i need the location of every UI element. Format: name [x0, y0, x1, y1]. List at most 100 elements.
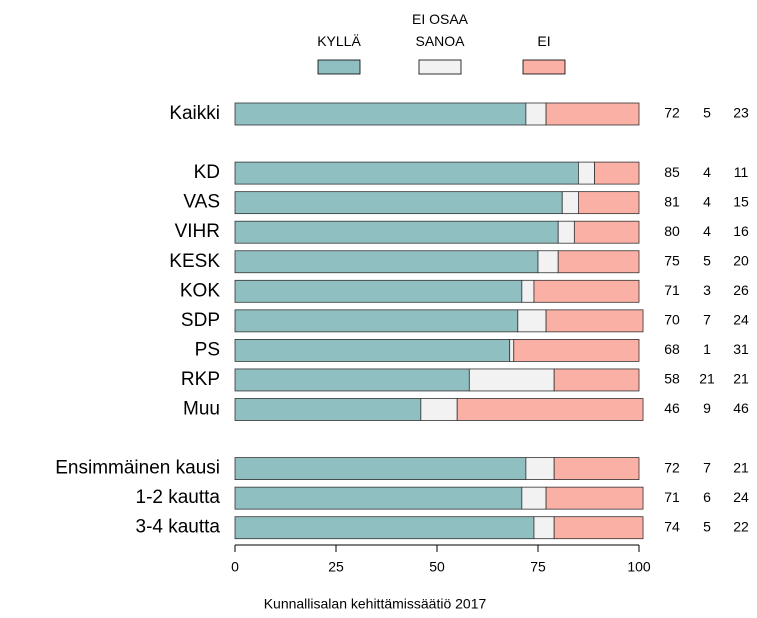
legend-swatch — [522, 59, 566, 75]
value-label: 74 — [664, 518, 680, 534]
x-tick-label: 0 — [231, 559, 239, 575]
bar-segment — [594, 161, 640, 185]
legend-label: EI — [537, 33, 550, 49]
bar-segment — [533, 279, 640, 303]
bar-segment — [234, 398, 422, 421]
value-label: 58 — [664, 371, 680, 387]
bar-segment — [234, 250, 539, 274]
bar-segment — [553, 457, 640, 481]
bar-segment — [513, 338, 640, 362]
legend-label: EI OSAA SANOA — [412, 11, 469, 49]
bar-segment — [234, 338, 511, 362]
value-label: 7 — [703, 312, 711, 328]
x-tick-label: 50 — [429, 559, 445, 575]
value-label: 4 — [703, 193, 711, 209]
bar-segment — [537, 250, 559, 274]
category-label: Muu — [183, 399, 220, 420]
bar-segment — [557, 250, 640, 274]
bar-segment — [553, 368, 640, 392]
bar-segment — [545, 309, 644, 333]
value-label: 71 — [664, 489, 680, 505]
bar-segment — [521, 486, 547, 510]
value-label: 31 — [733, 341, 749, 357]
bar-segment — [573, 220, 640, 244]
bar-segment — [521, 279, 535, 303]
bar-segment — [545, 102, 640, 126]
bar-segment — [578, 161, 595, 185]
category-label: 3-4 kautta — [136, 517, 221, 538]
value-label: 4 — [703, 223, 711, 239]
x-tick-label: 100 — [627, 559, 651, 575]
category-label: KD — [194, 162, 220, 183]
bar-segment — [561, 191, 579, 215]
bar-segment — [517, 309, 547, 333]
legend-label: KYLLÄ — [317, 33, 361, 49]
value-label: 46 — [664, 400, 680, 416]
category-label: 1-2 kautta — [136, 487, 221, 508]
value-label: 9 — [703, 400, 711, 416]
category-label: KESK — [169, 251, 220, 272]
category-label: SDP — [181, 310, 220, 331]
x-tick-label: 75 — [530, 559, 546, 575]
value-label: 15 — [733, 193, 749, 209]
bar-segment — [525, 102, 547, 126]
value-label: 75 — [664, 252, 680, 268]
value-label: 24 — [733, 312, 749, 328]
bar-segment — [557, 220, 575, 244]
category-label: Kaikki — [169, 103, 220, 124]
value-label: 23 — [733, 105, 749, 121]
value-label: 5 — [703, 518, 711, 534]
value-label: 5 — [703, 105, 711, 121]
bar-segment — [234, 309, 519, 333]
bar-segment — [553, 516, 644, 540]
bar-segment — [234, 102, 527, 126]
bar-segment — [234, 368, 470, 392]
category-label: KOK — [180, 280, 220, 301]
bar-segment — [234, 457, 527, 481]
value-label: 22 — [733, 518, 749, 534]
bar-segment — [468, 368, 555, 392]
bar-segment — [578, 191, 640, 215]
bar-segment — [545, 486, 644, 510]
bar-segment — [234, 191, 563, 215]
value-label: 1 — [703, 341, 711, 357]
value-label: 70 — [664, 312, 680, 328]
category-label: VAS — [183, 192, 220, 213]
bar-segment — [234, 161, 579, 185]
bar-segment — [456, 398, 644, 421]
value-label: 80 — [664, 223, 680, 239]
legend-line: EI — [537, 33, 550, 49]
legend-swatch — [317, 59, 361, 75]
value-label: 72 — [664, 105, 680, 121]
category-label: VIHR — [175, 221, 220, 242]
value-label: 46 — [733, 400, 749, 416]
value-label: 71 — [664, 282, 680, 298]
value-label: 5 — [703, 252, 711, 268]
value-label: 26 — [733, 282, 749, 298]
value-label: 3 — [703, 282, 711, 298]
bar-segment — [533, 516, 555, 540]
bar-segment — [420, 398, 458, 421]
bar-segment — [234, 516, 535, 540]
value-label: 7 — [703, 459, 711, 475]
value-label: 68 — [664, 341, 680, 357]
bar-segment — [234, 220, 559, 244]
value-label: 20 — [733, 252, 749, 268]
value-label: 21 — [733, 459, 749, 475]
legend-line: SANOA — [415, 33, 465, 49]
category-label: RKP — [181, 369, 220, 390]
value-label: 16 — [733, 223, 749, 239]
value-label: 21 — [733, 371, 749, 387]
bar-segment — [509, 338, 515, 362]
bar-segment — [525, 457, 555, 481]
legend-line: KYLLÄ — [317, 33, 361, 49]
legend-swatch — [418, 59, 462, 75]
value-label: 24 — [733, 489, 749, 505]
value-label: 21 — [699, 371, 715, 387]
value-label: 6 — [703, 489, 711, 505]
value-label: 81 — [664, 193, 680, 209]
source: Kunnallisalan kehittämissäätiö 2017 — [264, 596, 487, 612]
legend-line: EI OSAA — [412, 11, 469, 27]
value-label: 11 — [734, 164, 749, 180]
